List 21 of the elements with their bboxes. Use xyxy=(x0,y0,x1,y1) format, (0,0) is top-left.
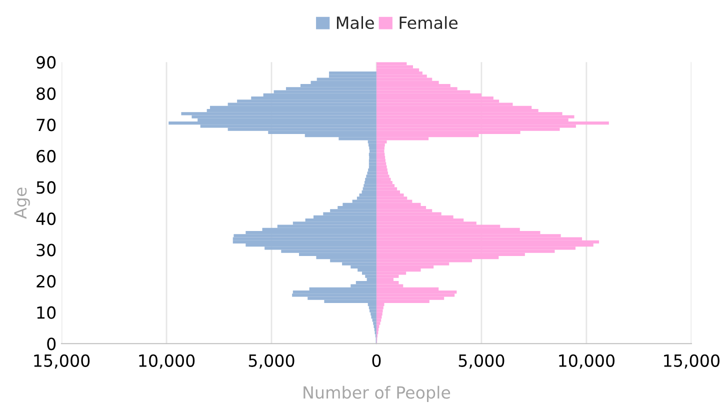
x-tick-label: 10,000 xyxy=(559,354,614,369)
y-tick-label: 30 xyxy=(36,244,56,256)
y-tick-label: 40 xyxy=(36,212,56,226)
y-tick-label: 50 xyxy=(36,181,56,194)
y-tick-label: 70 xyxy=(36,118,56,132)
x-tick-label: 0 xyxy=(372,354,381,367)
y-tick-label: 80 xyxy=(36,87,56,100)
x-axis-title: Number of People xyxy=(304,386,450,402)
legend-label: Male xyxy=(336,16,374,30)
y-tick-label: 10 xyxy=(37,306,56,319)
y-tick-label: 20 xyxy=(36,275,56,288)
y-tick-label: 0 xyxy=(47,338,56,350)
x-tick-label: 5,000 xyxy=(458,354,504,369)
legend-label: Female xyxy=(400,16,458,30)
y-axis-title: Age xyxy=(14,188,30,219)
y-tick-label: 60 xyxy=(36,150,56,163)
y-tick-label: 90 xyxy=(36,56,56,69)
x-tick-label: 15,000 xyxy=(34,354,90,369)
x-tick-label: 5,000 xyxy=(248,354,294,369)
x-tick-label: 15,000 xyxy=(664,354,720,369)
x-tick-label: 10,000 xyxy=(139,354,195,369)
